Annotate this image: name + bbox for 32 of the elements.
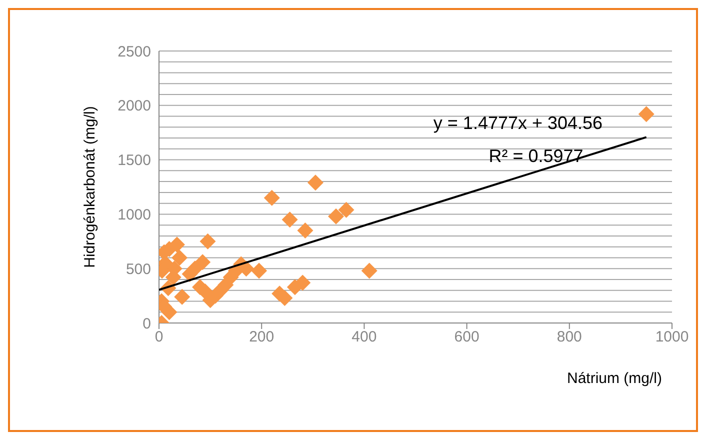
point	[174, 288, 190, 305]
x-tick-label: 600	[454, 328, 480, 346]
x-tick-label: 0	[154, 328, 164, 346]
annotation: R² = 0.5977	[488, 146, 584, 166]
point	[264, 190, 280, 206]
point	[282, 212, 298, 228]
point	[328, 208, 344, 224]
x-tick-label: 200	[249, 328, 274, 346]
point	[172, 250, 188, 266]
y-tick-label: 2000	[118, 98, 151, 115]
point	[200, 233, 216, 250]
x-axis-title: Nátrium (mg/l)	[566, 370, 662, 387]
point	[286, 279, 303, 296]
point	[168, 236, 185, 253]
x-tick-label: 1000	[655, 328, 689, 346]
point	[194, 254, 211, 270]
point	[186, 260, 203, 277]
annotation: y = 1.4777x + 304.56	[433, 113, 603, 133]
y-tick-label: 1500	[118, 152, 151, 170]
x-tick-label: 800	[556, 328, 582, 346]
x-tick-label: 400	[352, 328, 377, 346]
point	[361, 262, 378, 279]
point	[297, 222, 314, 239]
point	[251, 262, 268, 279]
point	[307, 174, 324, 191]
y-tick-label: 1000	[118, 206, 151, 224]
y-tick-label: 500	[126, 260, 151, 278]
point	[338, 202, 354, 218]
y-tick-label: 2500	[118, 43, 151, 60]
y-axis-title: Hidrogénkarbonát (mg/l)	[81, 106, 98, 268]
point	[638, 106, 654, 122]
y-tick-label: 0	[142, 315, 151, 332]
